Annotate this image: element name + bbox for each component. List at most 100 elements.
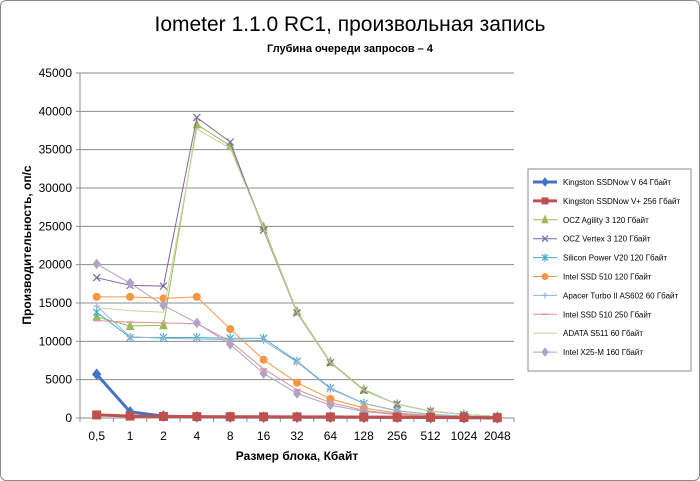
x-tick-label: 1024 <box>451 429 478 443</box>
series-7 <box>93 319 501 419</box>
x-tick-label: 128 <box>354 429 374 443</box>
data-point <box>125 411 135 421</box>
data-point <box>326 385 334 393</box>
data-point <box>325 412 335 422</box>
x-tick-label: 0,5 <box>88 429 105 443</box>
legend-label: Apacer Turbo II AS602 60 Гбайт <box>563 291 678 300</box>
legend-item: OCZ Vertex 3 120 Гбайт <box>533 235 651 244</box>
data-point <box>159 282 168 291</box>
series-group <box>92 113 502 424</box>
y-axis-label: Производительность, оп/с <box>20 165 34 324</box>
data-point <box>125 320 135 330</box>
legend-label: OCZ Agility 3 120 Гбайт <box>563 216 649 225</box>
legend-label: Kingston SSDNow V 64 Гбайт <box>563 178 671 187</box>
data-point <box>225 412 235 422</box>
chart-subtitle: Глубина очереди запросов – 4 <box>267 43 434 55</box>
data-point <box>541 197 549 205</box>
legend-label: Intel SSD 510 250 Гбайт <box>563 310 652 319</box>
data-point <box>326 399 335 411</box>
data-point <box>426 412 436 422</box>
data-point <box>226 325 235 334</box>
data-point <box>192 113 201 122</box>
y-tick-label: 45000 <box>39 66 73 80</box>
legend-box <box>527 168 692 372</box>
data-point <box>259 226 268 235</box>
series-2 <box>92 118 502 421</box>
data-point <box>541 214 549 224</box>
data-point <box>259 412 269 422</box>
data-point <box>541 235 549 243</box>
grid <box>80 72 514 381</box>
legend-item: Intel X25-M 160 Гбайт <box>533 347 643 357</box>
x-tick-label: 256 <box>387 429 407 443</box>
data-point <box>159 334 167 342</box>
x-tick-label: 64 <box>324 429 338 443</box>
data-point <box>541 253 549 262</box>
data-point <box>126 333 134 341</box>
legend-label: ADATA S511 60 Гбайт <box>563 329 643 338</box>
y-tick-label: 15000 <box>39 296 73 310</box>
data-point <box>259 368 268 379</box>
data-point <box>92 292 101 301</box>
chart-title: Iometer 1.1.0 RC1, произвольная запись <box>154 13 545 36</box>
data-point <box>541 177 549 187</box>
y-tick-label: 35000 <box>39 143 73 157</box>
x-tick-label: 4 <box>194 429 201 443</box>
data-point <box>192 118 202 129</box>
data-point <box>541 347 549 357</box>
series-6 <box>93 302 501 421</box>
data-point <box>192 412 202 422</box>
series-9 <box>92 258 502 423</box>
data-point <box>360 399 368 407</box>
data-point <box>459 413 469 423</box>
data-point <box>192 292 201 301</box>
series-1 <box>92 410 502 423</box>
y-tick-label: 25000 <box>39 219 73 233</box>
legend-label: Silicon Power V20 120 Гбайт <box>563 254 667 263</box>
data-point <box>159 299 168 311</box>
data-point <box>259 355 268 364</box>
data-point <box>92 410 102 420</box>
legend-item: Apacer Turbo II AS602 60 Гбайт <box>533 291 678 300</box>
data-point <box>125 277 135 289</box>
series-line <box>96 320 498 418</box>
x-axis-label: Размер блока, Кбайт <box>236 449 359 463</box>
data-point <box>92 258 101 270</box>
series-8 <box>96 128 498 417</box>
data-point <box>126 292 135 301</box>
data-point <box>226 339 235 350</box>
x-tick-label: 32 <box>290 429 304 443</box>
data-point <box>92 273 101 282</box>
y-tick-label: 10000 <box>39 334 73 348</box>
y-tick-label: 40000 <box>39 104 73 118</box>
data-point <box>159 319 168 330</box>
y-tick-label: 5000 <box>45 373 72 387</box>
series-line <box>96 123 498 417</box>
axes: 0 5000 10000 15000 20000 25000 30000 35000 40000… <box>39 66 515 443</box>
data-point <box>542 292 548 299</box>
legend-item: Kingston SSDNow V+ 256 Гбайт <box>533 197 680 206</box>
y-tick-label: 20000 <box>39 258 73 272</box>
legend: Kingston SSDNow V 64 Гбайт Kingston SSDNo… <box>533 177 680 357</box>
legend-item: Intel SSD 510 120 Гбайт <box>533 273 652 282</box>
data-point <box>292 412 302 422</box>
y-tick-label: 0 <box>65 411 72 425</box>
legend-label: Kingston SSDNow V+ 256 Гбайт <box>563 197 680 206</box>
legend-label: OCZ Vertex 3 120 Гбайт <box>563 235 651 244</box>
data-point <box>260 337 268 345</box>
series-5 <box>92 292 502 422</box>
x-tick-label: 512 <box>421 429 441 443</box>
data-point <box>359 412 369 422</box>
data-point <box>492 413 502 423</box>
data-point <box>93 302 101 310</box>
series-3 <box>92 113 502 421</box>
data-point <box>292 388 302 399</box>
data-point <box>158 411 168 421</box>
x-tick-label: 2048 <box>484 429 511 443</box>
data-point <box>226 138 235 146</box>
data-point <box>392 412 402 422</box>
x-tick-label: 2 <box>160 429 167 443</box>
x-tick-label: 8 <box>227 429 234 443</box>
series-line <box>96 128 498 417</box>
legend-item: ADATA S511 60 Гбайт <box>533 329 643 338</box>
